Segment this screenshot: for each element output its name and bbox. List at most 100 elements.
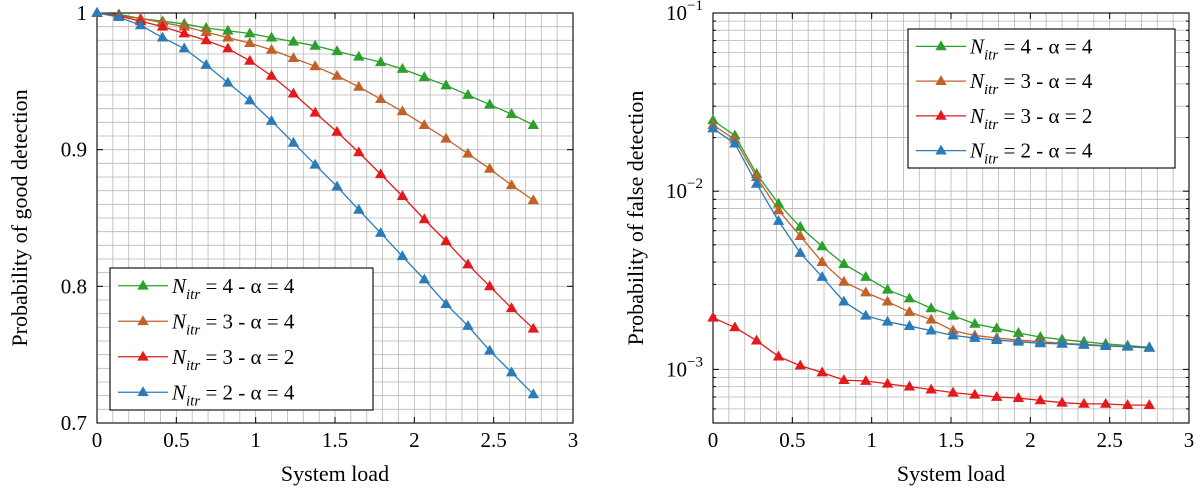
legend-box xyxy=(907,28,1176,169)
data-point-marker xyxy=(200,34,212,45)
data-point-marker xyxy=(265,69,278,80)
data-point-marker xyxy=(178,20,190,31)
legend-label-subscript: itr xyxy=(186,322,200,338)
data-point-marker xyxy=(462,147,474,158)
data-point-marker xyxy=(838,295,850,306)
data-point-marker xyxy=(816,270,828,281)
x-tick-label: 0.5 xyxy=(779,428,805,452)
data-point-marker xyxy=(925,302,937,313)
legend-item: Nitr = 3 - α = 4 xyxy=(916,69,1093,98)
data-point-marker xyxy=(990,322,1003,333)
data-point-marker xyxy=(505,302,518,313)
data-point-marker xyxy=(750,334,763,345)
data-point-marker xyxy=(527,322,540,333)
data-point-marker xyxy=(353,80,365,91)
data-point-marker xyxy=(418,119,431,129)
y-tick-base: 10 xyxy=(666,179,687,203)
data-point-marker xyxy=(707,311,719,322)
data-point-marker xyxy=(440,235,452,246)
data-point-marker xyxy=(222,42,234,53)
legend-item: Nitr = 3 - α = 2 xyxy=(118,345,294,374)
data-point-marker xyxy=(309,158,321,169)
y-tick-label: 10−2 xyxy=(666,176,703,203)
legend-label-rest: = 4 - α = 4 xyxy=(998,34,1093,58)
legend-box xyxy=(109,267,374,411)
data-point-marker xyxy=(1100,397,1112,408)
legend-label-subscript: itr xyxy=(186,358,200,374)
data-point-marker xyxy=(505,179,518,190)
data-point-marker xyxy=(178,27,190,38)
x-axis-title: System load xyxy=(897,461,1005,486)
data-point-marker xyxy=(1121,340,1134,351)
series-layer xyxy=(707,114,1156,410)
data-point-marker xyxy=(1143,399,1156,410)
legend-label: Nitr = 3 - α = 4 xyxy=(969,69,1093,98)
data-point-marker xyxy=(222,24,234,35)
data-point-marker xyxy=(881,377,894,388)
data-point-marker xyxy=(440,132,452,143)
data-point-marker xyxy=(903,320,916,330)
data-point-marker xyxy=(925,324,937,335)
data-point-marker xyxy=(990,390,1003,401)
data-point-marker xyxy=(484,280,496,291)
data-point-marker xyxy=(309,60,321,71)
data-point-marker xyxy=(222,31,234,42)
data-point-marker xyxy=(156,20,169,31)
y-tick-label: 10−1 xyxy=(666,0,703,25)
legend-swatch-marker xyxy=(935,144,947,155)
legend-item: Nitr = 2 - α = 4 xyxy=(118,380,295,409)
legend-item: Nitr = 2 - α = 4 xyxy=(916,139,1093,168)
data-point-marker xyxy=(1121,399,1134,410)
legend-label: Nitr = 3 - α = 2 xyxy=(969,104,1092,133)
data-point-marker xyxy=(91,7,103,17)
data-point-marker xyxy=(484,98,496,109)
data-point-marker xyxy=(969,388,981,399)
data-point-marker xyxy=(527,388,540,399)
data-point-marker xyxy=(200,26,212,37)
data-point-marker xyxy=(947,386,959,397)
legend-label-main: N xyxy=(171,345,187,369)
data-point-marker xyxy=(816,256,828,266)
data-point-marker xyxy=(794,230,806,240)
y-tick-base: 10 xyxy=(666,1,687,25)
legend-label-rest: = 2 - α = 4 xyxy=(998,139,1093,163)
data-point-marker xyxy=(794,359,806,370)
data-point-marker xyxy=(1012,392,1025,402)
data-point-marker xyxy=(200,58,212,69)
x-tick-label: 3 xyxy=(568,428,579,452)
data-point-marker xyxy=(265,114,278,125)
good-detection-chart: 0 0.5 1 1.5 2 2.5 3 0.7 0.8 0.9 1 System load Prob… xyxy=(7,1,578,486)
data-point-marker xyxy=(1056,337,1068,348)
data-point-marker xyxy=(113,11,125,21)
y-tick-base: 10 xyxy=(666,357,687,381)
data-point-marker xyxy=(794,246,806,257)
data-point-marker xyxy=(462,319,474,330)
legend-label: Nitr = 3 - α = 2 xyxy=(171,345,294,374)
legend-label-main: N xyxy=(171,309,187,333)
legend-label-main: N xyxy=(171,274,187,298)
data-point-marker xyxy=(729,137,741,148)
y-axis-title: Probability of good detection xyxy=(7,89,32,346)
data-point-marker xyxy=(244,27,256,38)
x-tick-label: 2.5 xyxy=(1097,428,1123,452)
data-point-marker xyxy=(462,89,474,99)
y-tick-exponent: −3 xyxy=(687,354,703,370)
data-point-marker xyxy=(527,119,540,129)
data-point-marker xyxy=(505,108,518,119)
data-point-marker xyxy=(860,309,872,320)
data-point-marker xyxy=(816,240,828,251)
data-point-marker xyxy=(484,162,496,173)
legend-label-rest: = 3 - α = 2 xyxy=(998,104,1092,128)
x-tick-label: 1 xyxy=(250,428,261,452)
y-tick-label: 0.9 xyxy=(61,138,87,162)
data-point-marker xyxy=(353,50,365,61)
data-point-marker xyxy=(990,334,1003,344)
legend-label: Nitr = 2 - α = 4 xyxy=(171,380,295,409)
data-point-marker xyxy=(1078,397,1090,408)
data-point-marker xyxy=(244,54,256,65)
data-point-marker xyxy=(947,329,959,340)
data-point-marker xyxy=(772,215,785,225)
x-tick-label: 2 xyxy=(409,428,420,452)
data-point-marker xyxy=(287,52,300,62)
data-point-marker xyxy=(374,93,387,103)
